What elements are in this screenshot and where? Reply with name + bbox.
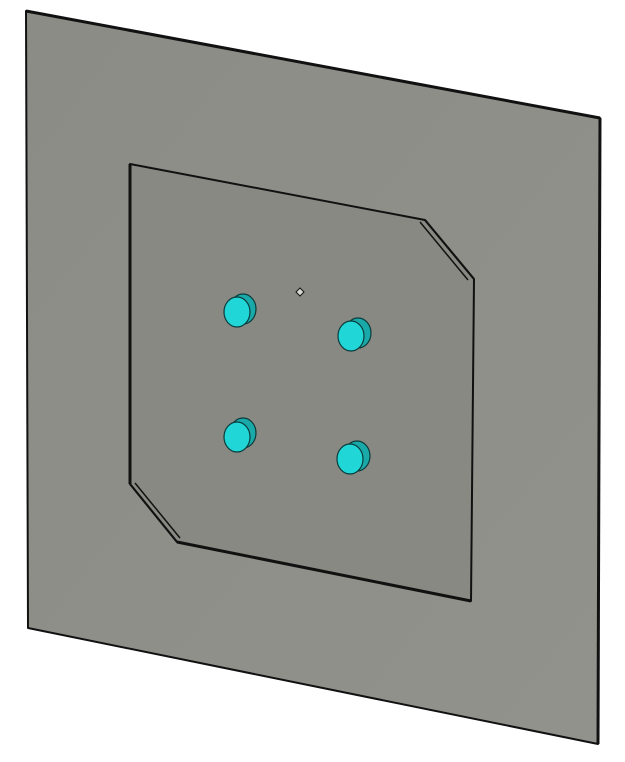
- pin-top-right-cap: [337, 320, 365, 352]
- pin-bottom-right-cap: [336, 443, 364, 475]
- inner-plate: [128, 163, 475, 603]
- inner-chamfer-top-right: [424, 219, 475, 280]
- inner-chamfer-bottom-left: [129, 483, 178, 543]
- inner-plate-face: [129, 163, 475, 602]
- outer-plate-top-edge: [25, 9, 601, 120]
- pin-bottom-right: [336, 440, 371, 475]
- pin-top-left-cap: [223, 296, 251, 328]
- center-diamond-marker: [295, 287, 305, 297]
- pin-top-left: [223, 293, 257, 328]
- outer-plate-right-edge: [596, 117, 602, 745]
- pin-bottom-left-cap: [223, 421, 251, 453]
- inner-chamfer-top-right-inner: [419, 221, 469, 281]
- inner-bottom-edge: [176, 540, 472, 603]
- inner-chamfer-bottom-left-inner: [134, 482, 181, 539]
- pin-bottom-left: [223, 417, 257, 453]
- pin-top-right: [337, 317, 372, 352]
